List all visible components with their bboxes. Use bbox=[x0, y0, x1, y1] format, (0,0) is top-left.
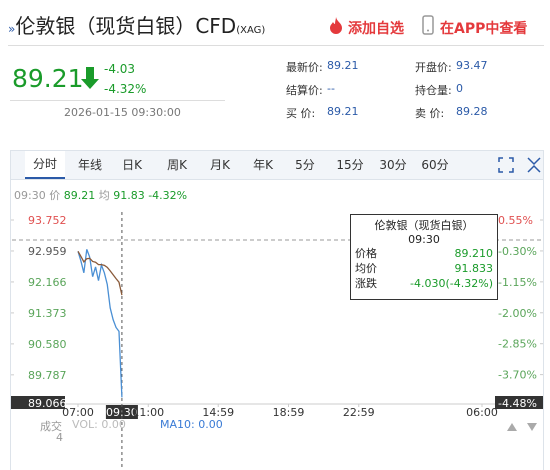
y2-tick-label: 0.55% bbox=[498, 214, 533, 227]
info-avg-label: 均 bbox=[98, 189, 110, 202]
tooltip-row: 价格 89.210 bbox=[351, 246, 497, 261]
series-line bbox=[77, 250, 123, 296]
y-tick-bg bbox=[11, 396, 65, 409]
tab[interactable]: 年K bbox=[253, 158, 273, 172]
y2-tick-label: -4.48% bbox=[498, 397, 537, 410]
flame-icon bbox=[330, 17, 342, 34]
x-tick-label: 11:00 bbox=[132, 406, 164, 419]
title: »伦敦银（现货白银）CFD(XAG) bbox=[8, 14, 266, 38]
volume-vol: VOL: 0.00 bbox=[72, 418, 126, 431]
volume-ma10: MA10: 0.00 bbox=[160, 418, 223, 431]
stat-label: 开盘价: bbox=[415, 61, 452, 74]
y2-tick-label: -3.70% bbox=[498, 369, 537, 382]
volume-label: 成交 bbox=[40, 420, 62, 433]
tooltip-row: 均价 91.833 bbox=[351, 261, 497, 276]
divider bbox=[8, 45, 544, 46]
y-tick-label: 89.066 bbox=[28, 397, 67, 410]
info-pct: -4.32% bbox=[148, 189, 188, 202]
y-tick-label: 92.959 bbox=[28, 245, 67, 258]
y2-tick-label: -0.30% bbox=[498, 245, 537, 258]
down-arrow bbox=[81, 67, 99, 89]
title-text: 伦敦银（现货白银）CFD bbox=[15, 14, 237, 38]
tooltip-label: 均价 bbox=[355, 262, 377, 275]
tooltip: 伦敦银（现货白银） 09:30 价格 89.210 均价 91.833 涨跌 -4.030… bbox=[350, 214, 498, 300]
tooltip-value: 91.833 bbox=[454, 262, 494, 275]
y2-tick-label: -1.15% bbox=[498, 276, 537, 289]
y2-tick-label: -2.85% bbox=[498, 338, 537, 351]
change: -4.03 bbox=[104, 62, 136, 76]
price: 89.21 bbox=[12, 64, 84, 93]
tooltip-title: 伦敦银（现货白银） bbox=[374, 219, 474, 232]
tab[interactable]: 5分 bbox=[295, 158, 315, 172]
volume-scale: 4 bbox=[56, 431, 63, 444]
divider bbox=[10, 100, 225, 101]
y-tick-label: 89.787 bbox=[28, 369, 67, 382]
stat-value: -- bbox=[327, 82, 335, 95]
tooltip-value: 89.210 bbox=[454, 247, 494, 260]
tab[interactable]: 分时 bbox=[25, 151, 65, 179]
stat-label: 持仓量: bbox=[415, 84, 452, 97]
stat-label: 结算价: bbox=[286, 84, 323, 97]
x-tick-label: 14:59 bbox=[202, 406, 234, 419]
info-avg: 91.83 bbox=[113, 189, 145, 202]
series-line bbox=[77, 249, 123, 398]
y-tick-label: 93.752 bbox=[28, 214, 67, 227]
x-tick-label: 07:00 bbox=[62, 406, 94, 419]
stat-label: 最新价: bbox=[286, 61, 323, 74]
tab[interactable]: 月K bbox=[210, 158, 230, 172]
tab[interactable]: 日K bbox=[122, 158, 142, 172]
chart-panel bbox=[10, 150, 544, 470]
tab[interactable]: 年线 bbox=[77, 158, 102, 172]
y-tick-label: 91.373 bbox=[28, 307, 67, 320]
tab[interactable]: 周K bbox=[167, 158, 187, 172]
y-tick-label: 92.166 bbox=[28, 276, 67, 289]
tooltip-rows: 价格 89.210 均价 91.833 涨跌 -4.030(-4.32%) bbox=[351, 246, 497, 291]
stat-value: 89.28 bbox=[456, 105, 488, 118]
stat-value: 93.47 bbox=[456, 59, 488, 72]
stat-value: 0 bbox=[456, 82, 463, 95]
title-sub: (XAG) bbox=[236, 25, 266, 36]
tooltip-value: -4.030(-4.32%) bbox=[410, 277, 493, 290]
volume-arrows[interactable] bbox=[505, 421, 541, 433]
x-tick-label: 18:59 bbox=[273, 406, 305, 419]
stat-value: 89.21 bbox=[327, 105, 359, 118]
change-pct: -4.32% bbox=[104, 82, 147, 96]
quote-time: 2026-01-15 09:30:00 bbox=[64, 106, 181, 119]
tooltip-row: 涨跌 -4.030(-4.32%) bbox=[351, 276, 497, 291]
stat-value: 89.21 bbox=[327, 59, 359, 72]
info-price: 89.21 bbox=[63, 189, 96, 202]
tooltip-label: 价格 bbox=[355, 247, 377, 260]
y-tick-label: 90.580 bbox=[28, 338, 67, 351]
tooltip-label: 涨跌 bbox=[355, 277, 377, 290]
tab[interactable]: 60分 bbox=[421, 158, 449, 172]
tab-bar bbox=[11, 151, 543, 180]
info-price-label: 价 bbox=[49, 189, 61, 202]
stat-label: 卖 价: bbox=[415, 107, 445, 120]
phone-icon bbox=[422, 15, 434, 35]
info-time: 09:30 bbox=[14, 189, 46, 202]
tooltip-time: 09:30 bbox=[408, 233, 440, 246]
stat-label: 买 价: bbox=[286, 107, 316, 120]
x-tick-label: 22:59 bbox=[343, 406, 375, 419]
y2-tick-bg bbox=[495, 396, 543, 409]
x-tick-label: 06:00 bbox=[466, 406, 498, 419]
app-link[interactable]: 在APP中查看 bbox=[440, 21, 528, 37]
tab[interactable]: 15分 bbox=[336, 158, 364, 172]
info-line: 09:30 价 89.21 均 91.83 -4.32% bbox=[14, 187, 187, 203]
tab[interactable]: 30分 bbox=[379, 158, 407, 172]
y2-tick-label: -2.00% bbox=[498, 307, 537, 320]
panel-icons bbox=[498, 157, 541, 173]
add-fav[interactable]: 添加自选 bbox=[348, 21, 404, 37]
